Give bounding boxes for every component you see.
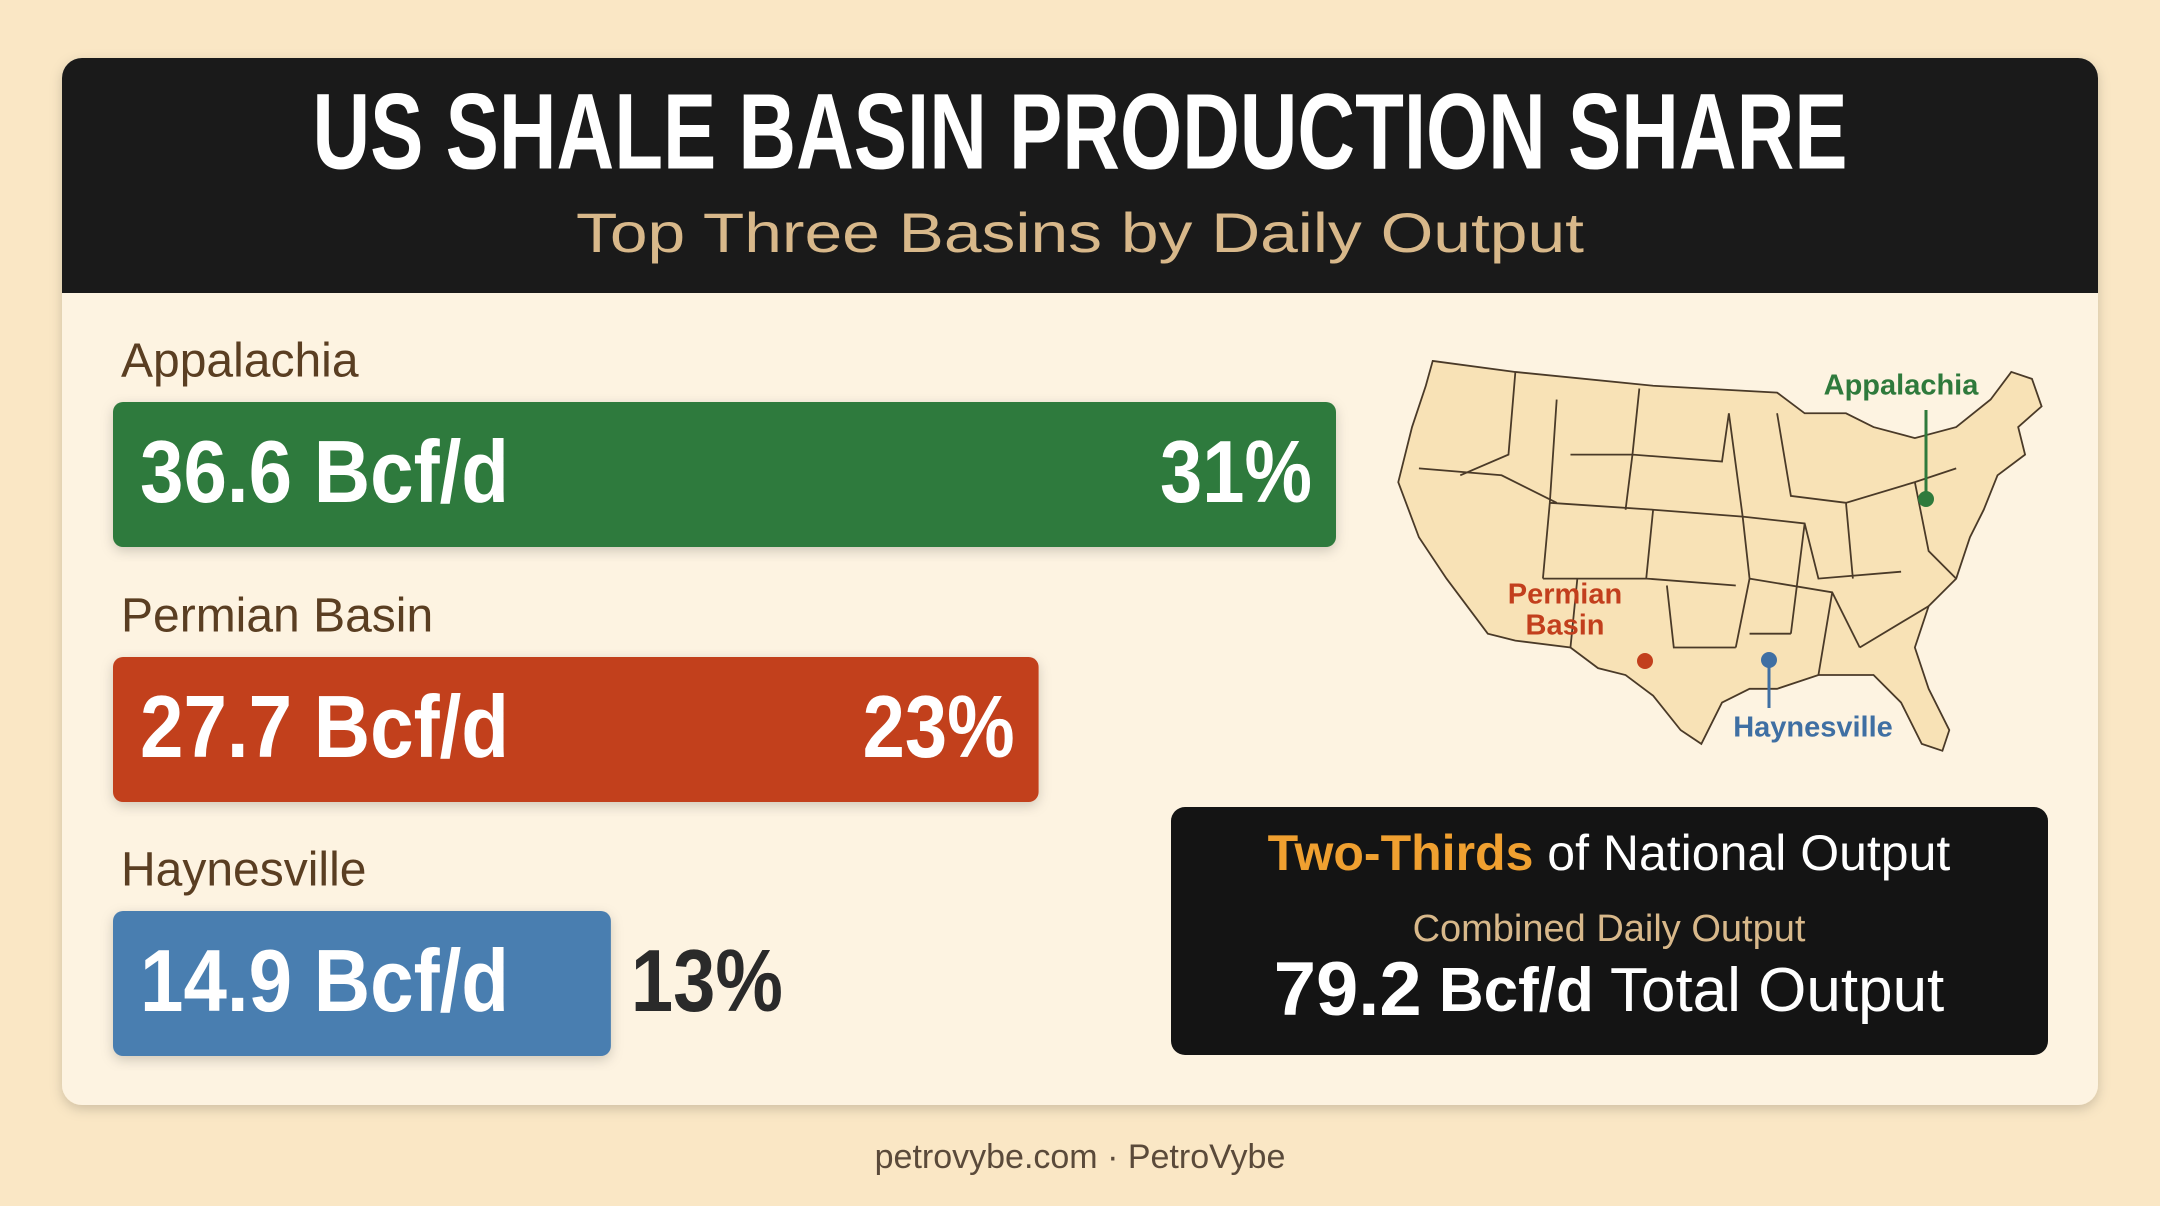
- bar: [113, 402, 1336, 547]
- callout-caption: Combined Daily Output: [1413, 908, 1806, 950]
- bar-chart: Appalachia 36.6 Bcf/d 31% Permian Basin 27.7…: [113, 335, 1336, 1056]
- map-label: Permian: [1508, 579, 1622, 611]
- map-label: Appalachia: [1824, 370, 1980, 402]
- bar: [113, 911, 611, 1056]
- map-label: Haynesville: [1733, 712, 1893, 744]
- value-label: 36.6 Bcf/d: [140, 422, 509, 521]
- map-label: Basin: [1526, 610, 1605, 642]
- chart-title: US SHALE BASIN PRODUCTION SHARE: [313, 71, 1848, 192]
- share-label: 13%: [631, 931, 783, 1030]
- category-label: Appalachia: [121, 335, 359, 388]
- chart-subtitle: Top Three Basins by Daily Output: [576, 201, 1585, 264]
- callout-headline: Two-Thirds of National Output: [1268, 825, 1951, 881]
- map-dot: [1918, 491, 1934, 507]
- footer: petrovybe.com · PetroVybe: [875, 1138, 1286, 1176]
- callout-unit: Bcf/d: [1439, 956, 1594, 1025]
- bar: [113, 657, 1039, 802]
- callout-total-line: 79.2 Bcf/d Total Output: [1274, 947, 1945, 1032]
- callout: Two-Thirds of National Output Combined D…: [1171, 807, 2048, 1055]
- header: [62, 58, 2098, 293]
- callout-total: 79.2: [1274, 947, 1422, 1032]
- map-dot: [1637, 653, 1653, 669]
- callout-headline-text: of National Output: [1547, 825, 1950, 881]
- value-label: 14.9 Bcf/d: [140, 931, 509, 1030]
- us-map: Appalachia Permian Basin Haynesville: [1397, 359, 2043, 752]
- value-label: 27.7 Bcf/d: [140, 677, 509, 776]
- map-dot: [1761, 652, 1777, 668]
- callout-box: [1171, 807, 2048, 1055]
- category-label: Permian Basin: [121, 590, 433, 643]
- share-label: 23%: [863, 677, 1015, 776]
- callout-total-label: Total Output: [1610, 956, 1944, 1025]
- callout-highlight: Two-Thirds: [1268, 825, 1534, 881]
- category-label: Haynesville: [121, 844, 366, 897]
- share-label: 31%: [1160, 422, 1312, 521]
